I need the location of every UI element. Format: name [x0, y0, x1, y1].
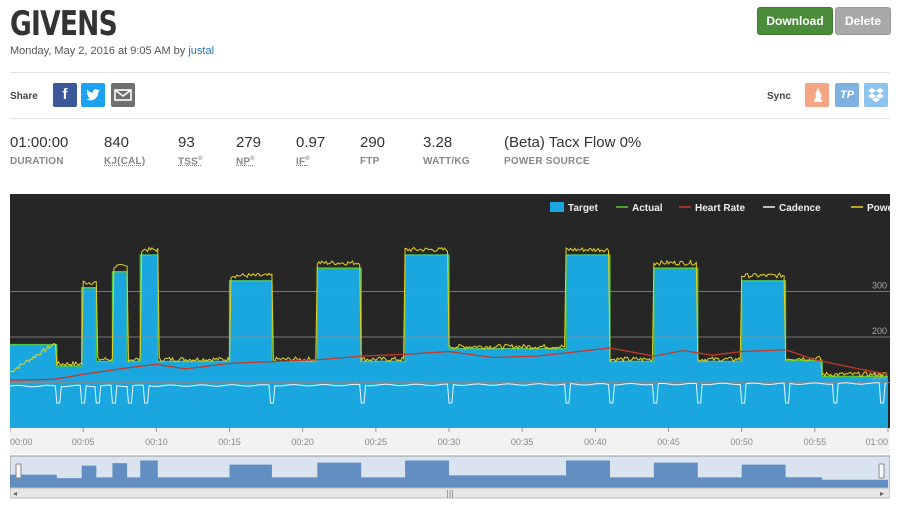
x-tick-label: 00:20 [291, 437, 314, 447]
navigator-scrollbar[interactable] [10, 487, 890, 499]
x-tick-label: 00:40 [584, 437, 607, 447]
x-tick-label: 00:25 [365, 437, 388, 447]
delete-button[interactable]: Delete [835, 7, 891, 35]
x-tick-label: 00:15 [218, 437, 241, 447]
activity-date: Monday, May 2, 2016 at 9:05 AM by [10, 45, 189, 57]
power-series [10, 246, 887, 378]
stat-duration: 01:00:00 DURATION [10, 134, 69, 167]
divider [10, 72, 890, 73]
scroll-right-icon: ▸ [880, 489, 884, 498]
legend-label: Heart Rate [695, 203, 745, 214]
activity-subtitle: Monday, May 2, 2016 at 9:05 AM by justal [10, 45, 214, 57]
legend-label: Power [867, 203, 890, 214]
divider [10, 118, 890, 119]
x-tick-label: 00:30 [438, 437, 461, 447]
dropbox-icon[interactable] [864, 83, 888, 107]
legend-label: Actual [632, 203, 663, 214]
stat-np: 279 NP® [236, 134, 262, 168]
x-tick-label: 00:05 [72, 437, 95, 447]
stat-ftp: 290 FTP [360, 134, 386, 167]
stat-watt-kg: 3.28 WATT/KG [423, 134, 470, 167]
download-button[interactable]: Download [757, 7, 833, 35]
x-tick-label: 00:35 [511, 437, 534, 447]
stat-kj: 840 KJ(CAL) [104, 134, 146, 167]
target-ramp [10, 343, 57, 428]
navigator-right-handle[interactable] [878, 463, 885, 479]
stat-power-source: (Beta) Tacx Flow 0% POWER SOURCE [504, 134, 642, 167]
navigator-left-handle[interactable] [15, 463, 22, 479]
stat-if: 0.97 IF® [296, 134, 326, 168]
y-tick-label: 200 [872, 326, 887, 336]
share-label: Share [10, 91, 38, 102]
twitter-icon[interactable] [81, 83, 105, 107]
x-tick-label: 00:00 [10, 437, 33, 447]
facebook-icon[interactable]: f [53, 83, 77, 107]
x-tick-label: 01:00 [865, 437, 888, 447]
activity-title: GIVENS [10, 4, 118, 44]
navigator-series [10, 460, 888, 488]
x-tick-label: 00:10 [145, 437, 168, 447]
x-tick-label: 00:55 [804, 437, 827, 447]
sync-label: Sync [767, 91, 791, 102]
y-tick-label: 300 [872, 281, 887, 291]
scroll-grip-icon: ||| [446, 489, 454, 498]
heart-rate-series [10, 347, 889, 381]
scroll-left-icon: ◂ [13, 489, 17, 498]
user-link[interactable]: justal [188, 45, 215, 57]
x-axis-band [10, 428, 890, 454]
actual-series [10, 254, 888, 378]
stat-tss: 93 TSS® [178, 134, 203, 168]
cadence-series [10, 382, 887, 404]
legend-label: Cadence [779, 203, 821, 214]
email-icon[interactable] [111, 83, 135, 107]
strava-icon[interactable] [805, 83, 829, 107]
x-tick-label: 00:50 [730, 437, 753, 447]
legend-swatch [550, 202, 564, 212]
trainingpeaks-icon[interactable]: TP [835, 83, 859, 107]
x-tick-label: 00:45 [657, 437, 680, 447]
legend-label: Target [568, 203, 598, 214]
